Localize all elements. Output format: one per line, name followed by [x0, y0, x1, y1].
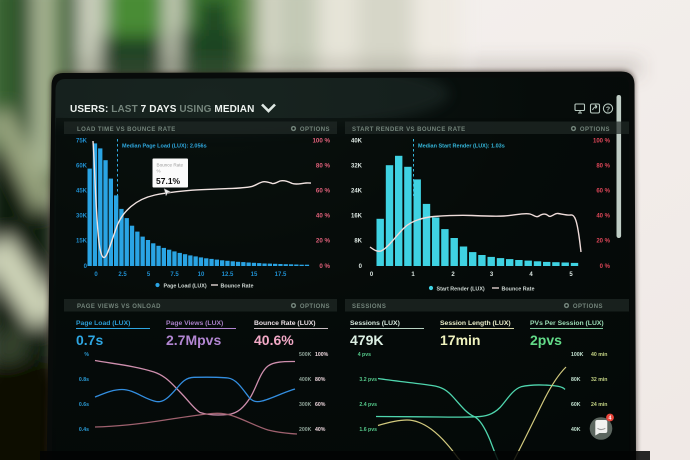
svg-text:2: 2: [451, 272, 455, 278]
svg-text:60 %: 60 %: [596, 189, 610, 195]
svg-text:17min: 17min: [440, 332, 480, 348]
svg-text:Bounce Rate (LUX): Bounce Rate (LUX): [254, 320, 316, 327]
svg-text:Median Start Render (LUX): 1.0: Median Start Render (LUX): 1.03s: [418, 144, 505, 150]
svg-text:LOAD TIME VS BOUNCE RATE: LOAD TIME VS BOUNCE RATE: [77, 127, 176, 133]
svg-text:40 %: 40 %: [316, 213, 331, 220]
svg-text:32K: 32K: [351, 164, 363, 170]
svg-text:Page Load (LUX): Page Load (LUX): [164, 283, 207, 289]
svg-text:Page Load (LUX): Page Load (LUX): [76, 320, 130, 327]
svg-text:10: 10: [198, 272, 205, 278]
svg-text:Bounce Rate: Bounce Rate: [221, 283, 254, 289]
svg-text:0.4s: 0.4s: [79, 427, 89, 433]
svg-text:40%: 40%: [315, 427, 326, 433]
svg-text:Start Render (LUX): Start Render (LUX): [437, 286, 485, 292]
svg-text:Bounce Rate: Bounce Rate: [502, 286, 535, 292]
svg-text:USERS: LAST 7 DAYS USING MEDIA: USERS: LAST 7 DAYS USING MEDIAN: [70, 104, 254, 115]
svg-text:2.4 pvs: 2.4 pvs: [359, 402, 377, 408]
svg-text:7.5: 7.5: [170, 272, 179, 278]
svg-text:0: 0: [359, 264, 363, 270]
svg-text:32 min: 32 min: [591, 377, 607, 383]
svg-text:SESSIONS: SESSIONS: [352, 304, 386, 310]
svg-text:1.6 pvs: 1.6 pvs: [359, 427, 377, 433]
svg-text:?: ?: [606, 107, 610, 114]
svg-text:4: 4: [609, 416, 612, 422]
svg-text:START RENDER VS BOUNCE RATE: START RENDER VS BOUNCE RATE: [352, 127, 466, 133]
svg-text:Median Page Load (LUX): 2.056s: Median Page Load (LUX): 2.056s: [122, 144, 207, 150]
svg-text:40K: 40K: [351, 139, 363, 145]
svg-text:57.1%: 57.1%: [156, 176, 181, 186]
svg-text:24 min: 24 min: [591, 402, 607, 408]
svg-text:0.7s: 0.7s: [76, 332, 103, 348]
svg-text:17.5: 17.5: [275, 272, 287, 278]
svg-text:100 %: 100 %: [312, 138, 330, 145]
svg-text:4 pvs: 4 pvs: [358, 352, 371, 358]
svg-text:0.8s: 0.8s: [79, 377, 89, 383]
svg-text:60%: 60%: [315, 402, 326, 408]
svg-text:1: 1: [411, 272, 415, 278]
svg-text:24K: 24K: [351, 189, 363, 195]
svg-text:OPTIONS: OPTIONS: [300, 304, 330, 310]
svg-text:100K: 100K: [571, 352, 584, 358]
svg-text:40 min: 40 min: [591, 352, 607, 358]
svg-text:80 %: 80 %: [596, 164, 610, 170]
svg-text:400K: 400K: [299, 377, 312, 383]
svg-text:80 %: 80 %: [316, 163, 331, 170]
svg-text:15K: 15K: [76, 239, 88, 245]
svg-text:60 %: 60 %: [316, 188, 331, 195]
svg-text:60K: 60K: [571, 402, 581, 408]
svg-text:12.5: 12.5: [222, 272, 234, 278]
svg-text:OPTIONS: OPTIONS: [580, 127, 610, 133]
svg-text:20 %: 20 %: [596, 239, 610, 245]
svg-text:3.2 pvs: 3.2 pvs: [359, 377, 377, 383]
svg-text:Sessions (LUX): Sessions (LUX): [350, 320, 400, 327]
svg-text:3: 3: [490, 272, 494, 278]
svg-text:0 %: 0 %: [319, 263, 330, 270]
svg-text:0: 0: [94, 272, 98, 278]
svg-text:OPTIONS: OPTIONS: [573, 304, 603, 310]
svg-text:0 %: 0 %: [600, 264, 611, 270]
svg-text:40 %: 40 %: [596, 214, 610, 220]
svg-text:Bounce Rate: Bounce Rate: [157, 163, 184, 168]
svg-text:5: 5: [147, 272, 151, 278]
svg-text:80K: 80K: [571, 377, 581, 383]
svg-text:4: 4: [529, 272, 533, 278]
svg-text:100 %: 100 %: [593, 139, 611, 145]
svg-text:0.6s: 0.6s: [79, 402, 89, 408]
svg-text:40.6%: 40.6%: [254, 332, 294, 348]
svg-text:2.7Mpvs: 2.7Mpvs: [166, 332, 221, 348]
svg-text:20 %: 20 %: [316, 238, 331, 245]
svg-text:45K: 45K: [76, 189, 88, 195]
svg-text:OPTIONS: OPTIONS: [300, 127, 330, 133]
svg-text:0: 0: [84, 264, 88, 270]
svg-text:PAGE VIEWS VS ONLOAD: PAGE VIEWS VS ONLOAD: [77, 304, 161, 310]
svg-text:0: 0: [370, 272, 374, 278]
svg-text:100%: 100%: [315, 352, 329, 358]
svg-text:PVs Per Session (LUX): PVs Per Session (LUX): [530, 320, 604, 327]
svg-text:5: 5: [569, 272, 573, 278]
svg-text:8K: 8K: [354, 239, 362, 245]
svg-text:200K: 200K: [299, 427, 312, 433]
svg-text:15: 15: [251, 272, 258, 278]
svg-text:%: %: [84, 352, 89, 358]
svg-text:80%: 80%: [315, 377, 326, 383]
svg-text:%: %: [157, 169, 161, 174]
svg-text:2pvs: 2pvs: [530, 332, 562, 348]
svg-text:500K: 500K: [299, 352, 312, 358]
svg-text:300K: 300K: [299, 402, 312, 408]
svg-text:16K: 16K: [351, 214, 363, 220]
svg-text:60K: 60K: [76, 164, 88, 170]
svg-text:75K: 75K: [76, 139, 88, 145]
svg-text:40K: 40K: [571, 427, 581, 433]
svg-text:Page Views (LUX): Page Views (LUX): [166, 320, 223, 327]
svg-text:2.5: 2.5: [118, 272, 127, 278]
svg-text:30K: 30K: [76, 214, 88, 220]
svg-text:479K: 479K: [350, 332, 383, 348]
svg-text:Session Length (LUX): Session Length (LUX): [440, 320, 511, 327]
